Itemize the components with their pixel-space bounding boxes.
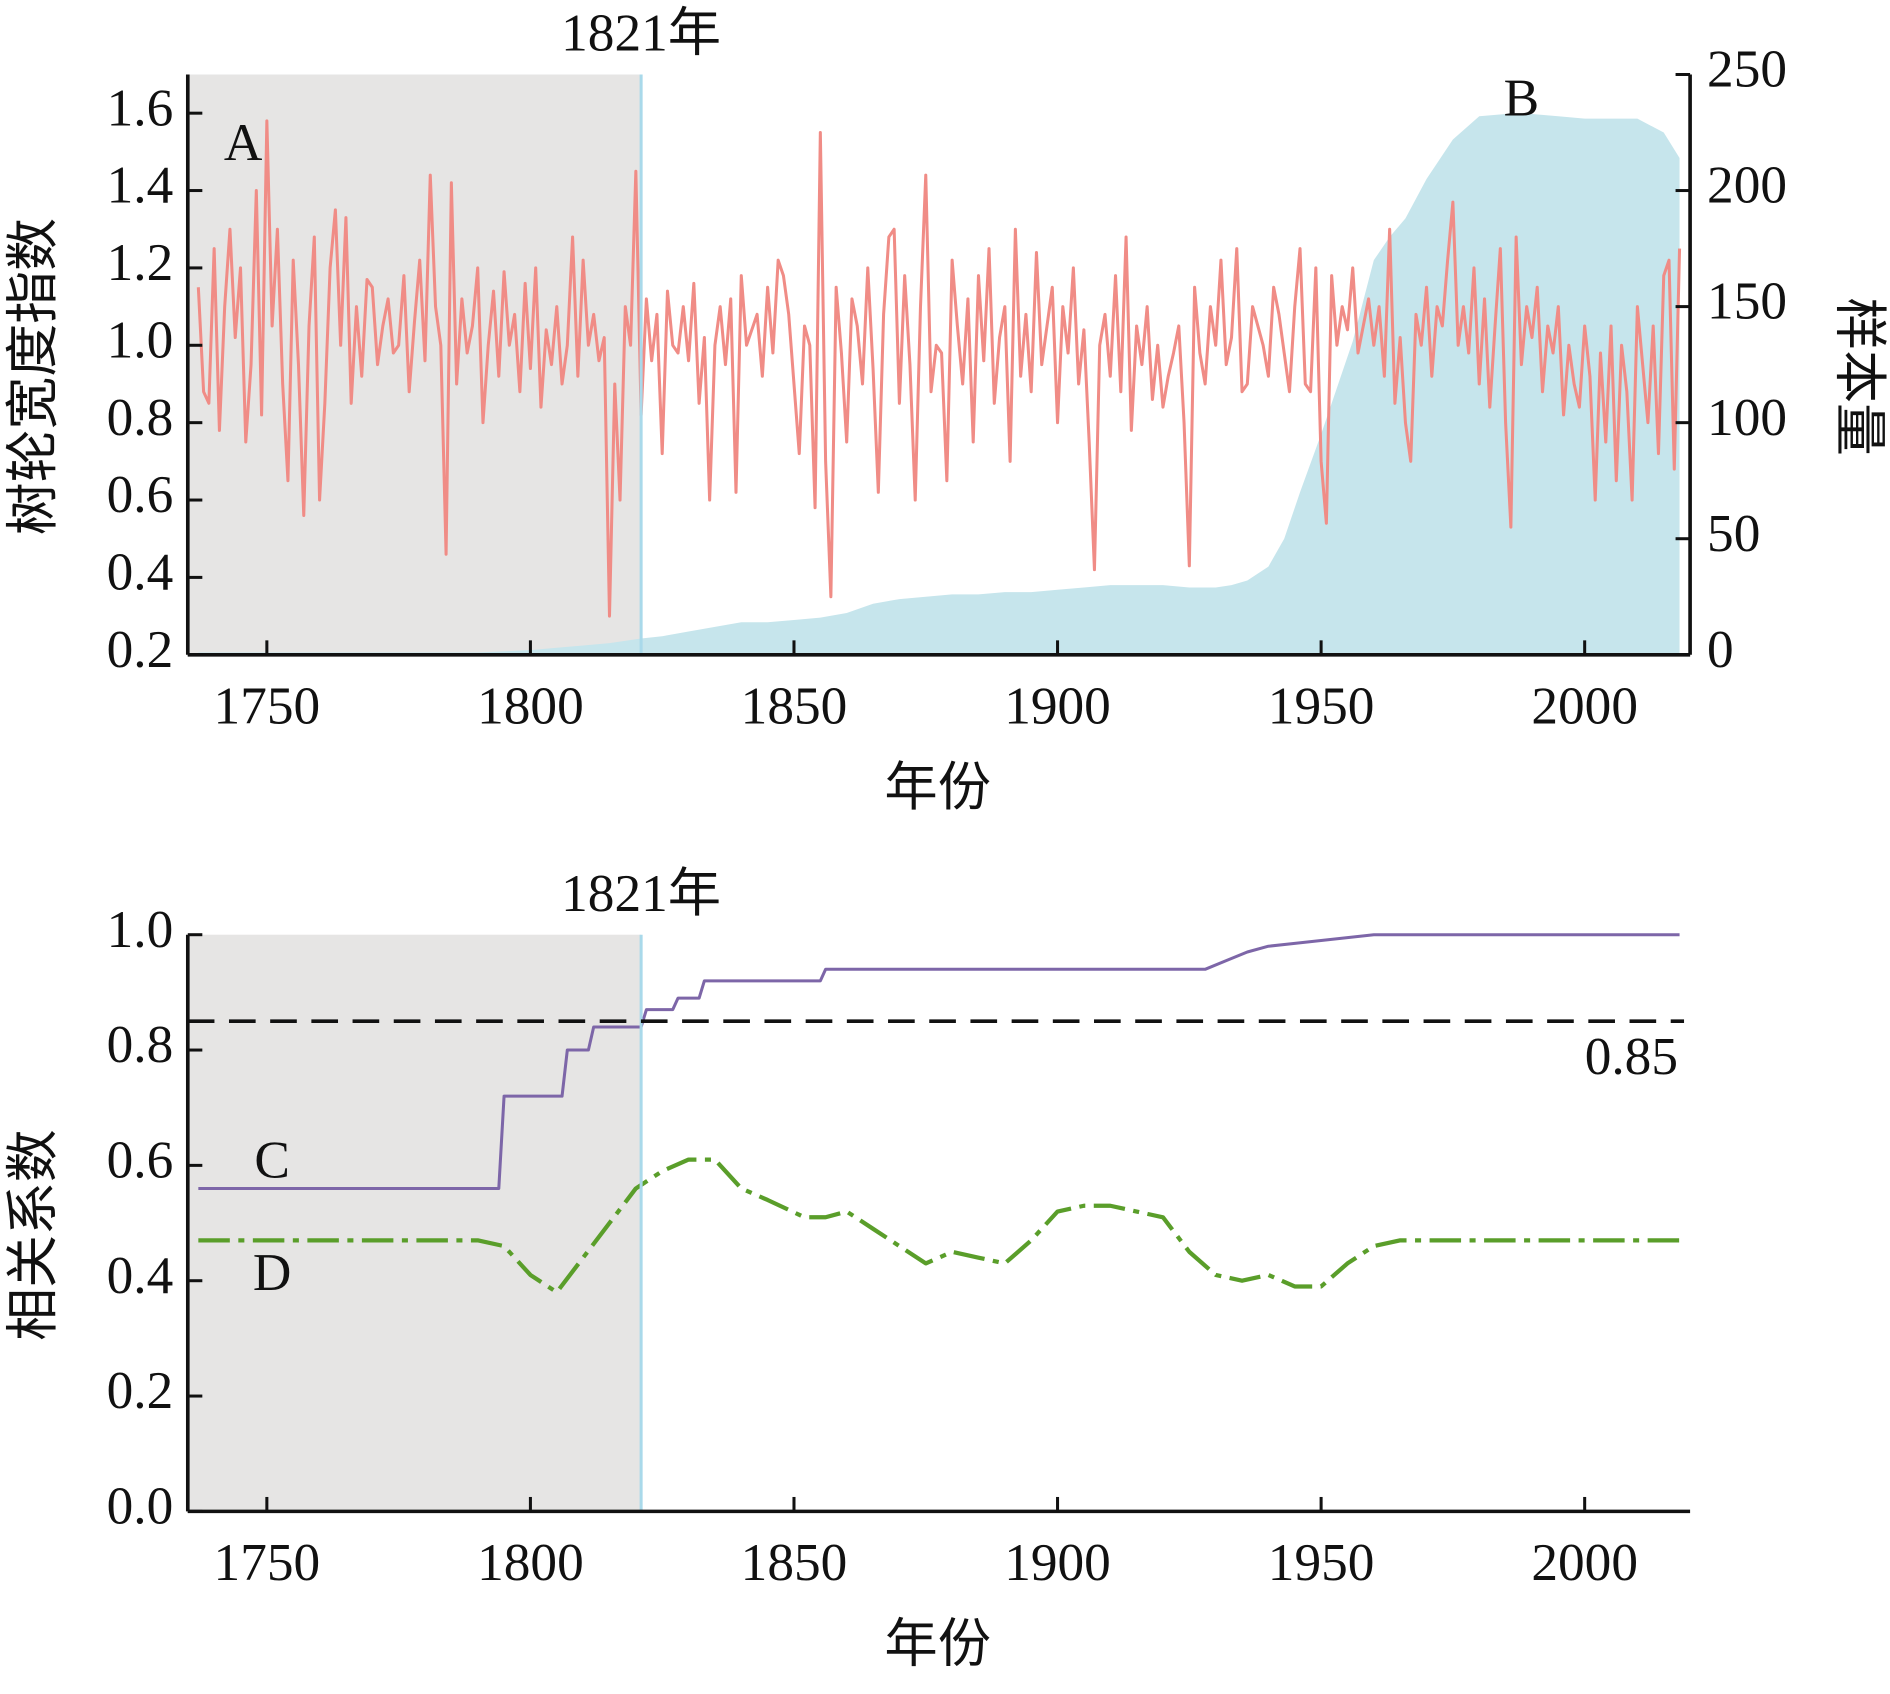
sample-area bbox=[198, 113, 1680, 655]
y-tick-label: 0.2 bbox=[107, 621, 174, 679]
y-tick-label: 0.8 bbox=[107, 1016, 174, 1074]
marker-label: 1821年 bbox=[561, 865, 721, 923]
y2-axis-title: 样本量 bbox=[1829, 297, 1887, 456]
y-tick-label: 0.4 bbox=[107, 1247, 174, 1305]
series-line bbox=[198, 1157, 1680, 1295]
annotation: C bbox=[254, 1132, 290, 1190]
y-tick-label: 1.4 bbox=[107, 157, 174, 215]
x-tick-label: 1800 bbox=[477, 678, 584, 736]
annotation: B bbox=[1504, 70, 1540, 128]
series-line bbox=[198, 933, 1680, 1190]
y-axis-title: 相关系数 bbox=[5, 1129, 63, 1340]
annotation: A bbox=[224, 114, 263, 172]
annotation: D bbox=[253, 1244, 292, 1302]
y2-tick-label: 200 bbox=[1707, 157, 1787, 215]
y-tick-label: 0.6 bbox=[107, 1132, 174, 1190]
x-tick-label: 2000 bbox=[1531, 1534, 1638, 1592]
x-tick-label: 1850 bbox=[741, 1534, 848, 1592]
y-tick-label: 1.0 bbox=[107, 901, 174, 959]
y-tick-label: 0.2 bbox=[107, 1362, 174, 1420]
series-line bbox=[196, 119, 1682, 618]
x-tick-label: 1800 bbox=[477, 1534, 584, 1592]
x-tick-label: 2000 bbox=[1531, 678, 1638, 736]
y-tick-label: 0.6 bbox=[107, 466, 174, 524]
y2-tick-label: 0 bbox=[1707, 621, 1734, 679]
shaded-region bbox=[187, 934, 642, 1512]
x-tick-label: 1750 bbox=[214, 678, 321, 736]
x-tick-label: 1750 bbox=[214, 1534, 321, 1592]
x-tick-label: 1900 bbox=[1004, 678, 1111, 736]
x-axis-title: 年份 bbox=[884, 759, 991, 817]
x-tick-label: 1950 bbox=[1268, 678, 1375, 736]
y2-tick-label: 100 bbox=[1707, 389, 1787, 447]
marker-label: 1821年 bbox=[561, 5, 721, 63]
y-tick-label: 1.0 bbox=[107, 312, 174, 370]
y-axis-title: 树轮宽度指数 bbox=[5, 218, 63, 535]
x-tick-label: 1950 bbox=[1268, 1534, 1375, 1592]
x-tick-label: 1900 bbox=[1004, 1534, 1111, 1592]
y-tick-label: 1.2 bbox=[107, 234, 174, 292]
y-tick-label: 1.6 bbox=[107, 80, 174, 138]
y2-tick-label: 250 bbox=[1707, 41, 1787, 99]
threshold-label: 0.85 bbox=[1585, 1028, 1678, 1086]
y2-tick-label: 50 bbox=[1707, 505, 1760, 563]
y-tick-label: 0.4 bbox=[107, 544, 174, 602]
x-axis-title: 年份 bbox=[884, 1616, 991, 1674]
y-tick-label: 0.8 bbox=[107, 389, 174, 447]
y-tick-label: 0.0 bbox=[107, 1478, 174, 1536]
x-tick-label: 1850 bbox=[741, 678, 848, 736]
y2-tick-label: 150 bbox=[1707, 273, 1787, 331]
